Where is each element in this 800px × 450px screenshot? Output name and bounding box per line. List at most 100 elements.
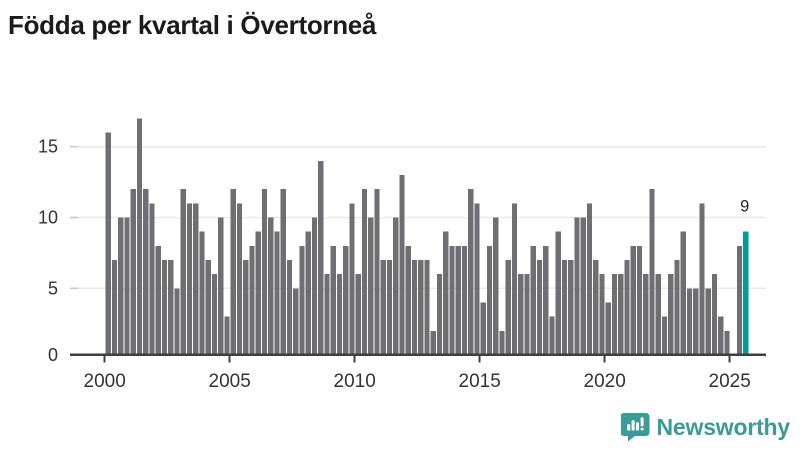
bar-2011-q2 — [386, 259, 393, 357]
bar-2001-q4 — [149, 203, 155, 357]
bar-2019-q4 — [599, 274, 605, 357]
bar-2000-q1 — [105, 132, 111, 357]
mini-bar-2 — [631, 420, 635, 431]
bar-2023-q2 — [686, 288, 693, 357]
bar-2003-q3 — [193, 203, 199, 357]
bar-2021-q4 — [649, 189, 655, 357]
speech-bubble-shape — [620, 413, 650, 442]
newsworthy-logo[interactable]: Newsworthy — [620, 412, 791, 442]
bar-2017-q3 — [543, 245, 549, 357]
bar-2001-q3 — [143, 189, 149, 357]
newsworthy-wordmark: Newsworthy — [656, 413, 791, 440]
bar-2009-q3 — [343, 245, 349, 357]
bar-2008-q2 — [311, 217, 318, 357]
bar-2016-q2 — [511, 203, 518, 357]
exclamation-dot — [640, 427, 644, 431]
bar-2016-q4 — [524, 274, 530, 357]
bar-2008-q3 — [318, 160, 324, 357]
bar-2012-q4 — [424, 259, 430, 357]
bar-2000-q3 — [118, 217, 124, 357]
bar-2013-q1 — [430, 330, 436, 357]
bar-2014-q3 — [468, 189, 474, 357]
bar-2010-q3 — [368, 217, 374, 357]
annotation-halo — [734, 193, 755, 215]
bar-2011-q1 — [380, 259, 386, 357]
bar-2017-q4 — [549, 316, 555, 357]
bar-2006-q1 — [255, 231, 261, 357]
exclamation-stem — [640, 417, 644, 427]
bar-2015-q4 — [499, 330, 505, 357]
bar-2016-q3 — [518, 274, 524, 357]
bar-2025-q2 — [736, 245, 743, 357]
bar-2008-q1 — [305, 231, 311, 357]
bar-2018-q4 — [574, 217, 580, 357]
bar-2016-q1 — [505, 259, 511, 357]
bar-2011-q3 — [393, 217, 399, 357]
x-tick-label-2015: 2015 — [459, 371, 501, 392]
bar-2010-q2 — [361, 189, 368, 357]
bar-2003-q2 — [186, 203, 193, 357]
bar-2013-q3 — [443, 231, 449, 357]
bar-2005-q3 — [243, 259, 249, 357]
bar-2011-q4 — [399, 175, 405, 357]
bar-2024-q3 — [718, 316, 724, 357]
bar-2009-q2 — [336, 274, 343, 357]
bar-2010-q1 — [355, 274, 361, 357]
bar-2005-q2 — [236, 203, 243, 357]
bar-2018-q2 — [561, 259, 568, 357]
bar-2025-q3 — [743, 231, 749, 357]
bar-2022-q3 — [668, 274, 674, 357]
bar-2013-q2 — [436, 274, 443, 357]
bar-2015-q1 — [480, 302, 486, 357]
bar-2013-q4 — [449, 245, 455, 357]
bar-2001-q1 — [130, 189, 136, 357]
bar-2014-q2 — [461, 245, 468, 357]
bar-2004-q3 — [218, 217, 224, 357]
bar-2022-q4 — [674, 259, 680, 357]
bar-2019-q3 — [593, 259, 599, 357]
bar-2014-q4 — [474, 203, 480, 357]
bar-2003-q1 — [180, 189, 186, 357]
bar-2007-q1 — [280, 189, 286, 357]
bar-2006-q4 — [274, 231, 280, 357]
newsworthy-icon — [620, 413, 650, 442]
x-tick-label-2005: 2005 — [209, 371, 251, 392]
y-tick-label-5: 5 — [48, 278, 58, 298]
bar-2009-q1 — [330, 245, 336, 357]
bar-2017-q2 — [536, 259, 543, 357]
bar-2006-q3 — [268, 217, 274, 357]
bar-2019-q2 — [586, 203, 593, 357]
highlight-value-label: 9 — [740, 198, 749, 216]
bar-2008-q4 — [324, 274, 330, 357]
bar-2002-q4 — [174, 288, 180, 357]
bar-2002-q2 — [161, 259, 168, 357]
bar-2018-q3 — [568, 259, 574, 357]
bar-2006-q2 — [261, 189, 268, 357]
bar-2020-q4 — [624, 259, 630, 357]
bar-2017-q1 — [530, 245, 536, 357]
bar-2000-q4 — [124, 217, 130, 357]
bar-2023-q4 — [699, 203, 705, 357]
bar-2007-q2 — [286, 259, 293, 357]
y-tick-label-10: 10 — [38, 208, 58, 228]
bar-2021-q3 — [643, 274, 649, 357]
bar-2023-q3 — [693, 288, 699, 357]
bar-2007-q3 — [293, 288, 299, 357]
bar-2019-q1 — [580, 217, 586, 357]
x-tick-label-2020: 2020 — [584, 371, 626, 392]
bar-2002-q1 — [155, 245, 161, 357]
bar-2003-q4 — [199, 231, 205, 357]
bar-2000-q2 — [111, 259, 118, 357]
bar-2014-q1 — [455, 245, 461, 357]
bar-2005-q4 — [249, 245, 255, 357]
bar-2002-q3 — [168, 259, 174, 357]
bar-2004-q2 — [211, 274, 218, 357]
x-tick-label-2010: 2010 — [334, 371, 376, 392]
bar-2020-q1 — [605, 302, 611, 357]
bar-2022-q1 — [655, 274, 661, 357]
bar-2015-q2 — [486, 245, 493, 357]
bar-2024-q2 — [711, 274, 718, 357]
